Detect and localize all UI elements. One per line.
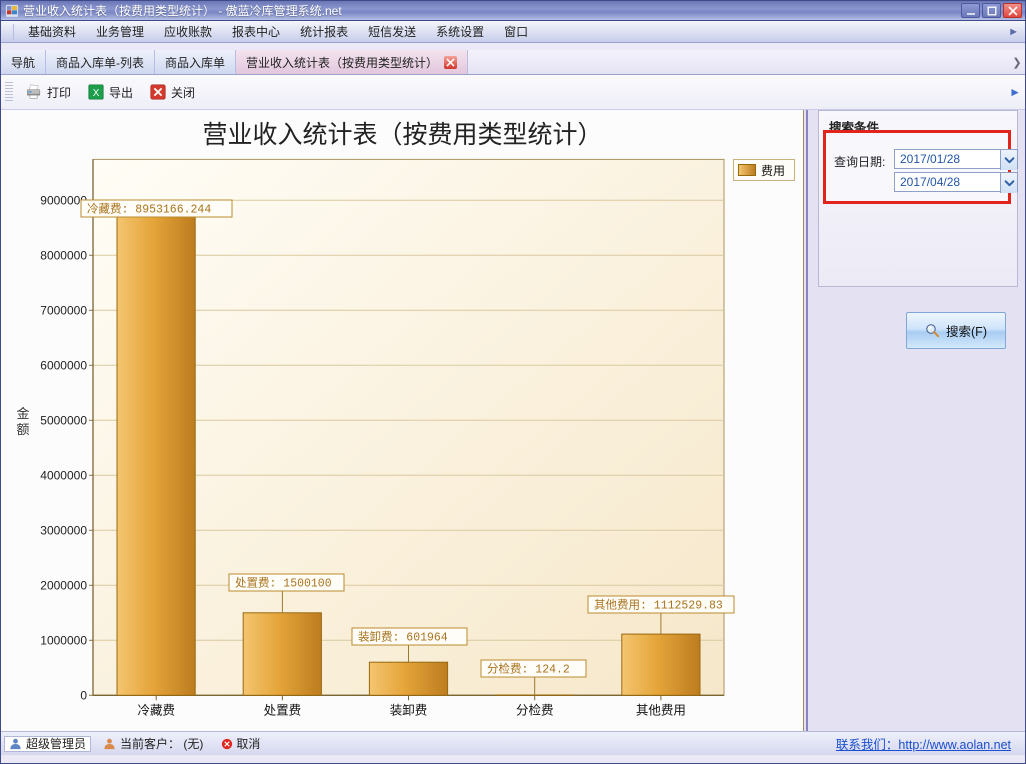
svg-text:4000000: 4000000 [40, 468, 87, 482]
svg-text:装卸费: 装卸费 [390, 702, 428, 717]
svg-text:其他费用: 其他费用 [636, 703, 686, 717]
svg-text:X: X [93, 88, 100, 99]
svg-text:装卸费: 601964: 装卸费: 601964 [358, 630, 448, 645]
svg-text:分检费: 124.2: 分检费: 124.2 [487, 662, 570, 677]
svg-text:5000000: 5000000 [40, 413, 87, 427]
svg-text:2000000: 2000000 [40, 578, 87, 592]
svg-text:8000000: 8000000 [40, 248, 87, 262]
svg-text:7000000: 7000000 [40, 303, 87, 317]
svg-text:0: 0 [80, 688, 87, 702]
svg-text:其他费用: 1112529.83: 其他费用: 1112529.83 [594, 599, 723, 613]
svg-text:9000000: 9000000 [40, 193, 87, 207]
svg-text:1000000: 1000000 [40, 633, 87, 647]
svg-text:处置费: 1500100: 处置费: 1500100 [235, 577, 332, 591]
svg-text:3000000: 3000000 [40, 523, 87, 537]
svg-text:冷藏费: 8953166.244: 冷藏费: 8953166.244 [87, 203, 211, 217]
svg-text:6000000: 6000000 [40, 358, 87, 372]
svg-text:冷藏费: 冷藏费 [137, 703, 175, 717]
svg-text:分检费: 分检费 [516, 702, 554, 717]
svg-text:处置费: 处置费 [264, 703, 302, 717]
